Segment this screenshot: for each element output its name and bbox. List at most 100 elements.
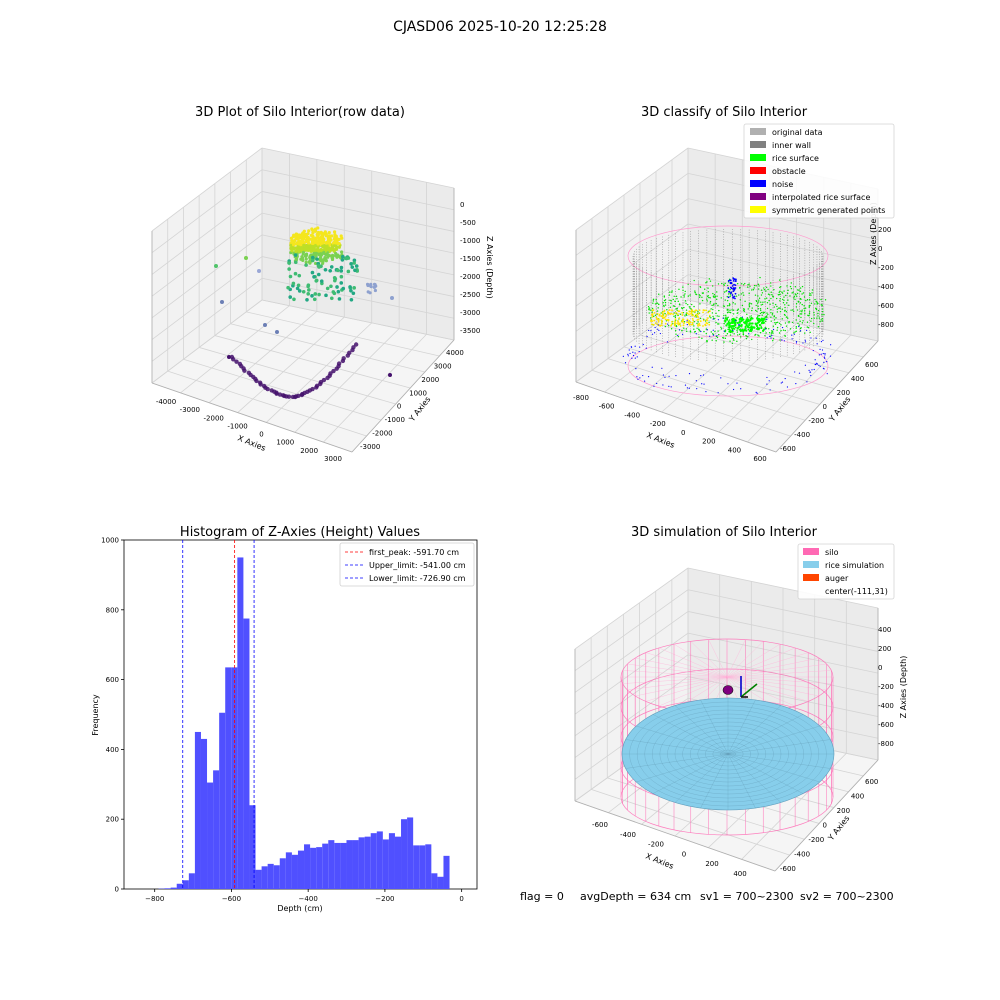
symmetric-point <box>696 324 699 326</box>
histogram-bar <box>340 842 347 889</box>
raw-point <box>335 255 339 259</box>
symmetric-point <box>661 311 664 314</box>
rice-surface-point <box>685 330 688 332</box>
raw-point <box>372 282 377 286</box>
symmetric-point <box>688 313 690 316</box>
histogram-bar <box>279 858 286 889</box>
x-tick-label: −200 <box>375 895 394 903</box>
rice-mesh-line <box>727 725 820 755</box>
noise-point <box>771 335 773 337</box>
legend-swatch <box>803 574 819 581</box>
legend-swatch <box>750 154 766 161</box>
noise-point <box>824 353 826 355</box>
y-tick-label: 1000 <box>409 389 427 397</box>
noise-point <box>700 375 702 377</box>
noise-point <box>638 350 640 353</box>
rice-surface-point <box>785 294 787 297</box>
symmetric-point <box>681 311 684 314</box>
silo-spoke <box>635 676 728 697</box>
raw-point <box>231 357 236 362</box>
noise-point <box>808 369 810 371</box>
rice-surface-point <box>648 312 650 314</box>
noise-point <box>812 349 814 352</box>
center-marker <box>722 685 734 695</box>
rice-surface-point <box>773 288 775 291</box>
raw-point <box>317 252 321 256</box>
noise-point <box>781 326 784 329</box>
grid-line <box>575 198 689 281</box>
rice-surface-point <box>713 303 715 305</box>
rice-surface-point <box>775 317 777 319</box>
rice-surface-point <box>687 303 689 306</box>
raw-point <box>321 261 325 265</box>
rice-surface-point <box>802 320 804 322</box>
rice-surface-point <box>813 314 815 316</box>
noise-point <box>816 343 818 345</box>
histogram-bar <box>182 880 189 889</box>
rice-surface-point <box>736 340 738 343</box>
rice-surface-point <box>698 329 700 331</box>
rice-surface-point <box>712 308 714 311</box>
rice-surface-point <box>784 309 786 312</box>
symmetric-point <box>652 309 655 311</box>
symmetric-point <box>678 310 681 313</box>
rice-surface-point <box>763 318 766 321</box>
auger-axis-y <box>740 683 758 698</box>
raw-point <box>334 244 338 248</box>
raw-point <box>310 386 315 392</box>
noise-point <box>732 388 735 391</box>
rice-surface-point <box>705 282 707 284</box>
y-tick-label: 400 <box>851 793 864 801</box>
rice-surface-point <box>693 320 696 323</box>
histogram-bar <box>249 805 256 889</box>
noise-point <box>781 381 784 383</box>
rice-surface-point <box>784 304 786 306</box>
grid-line <box>632 311 743 403</box>
rice-surface-point <box>784 335 787 337</box>
rice-surface-point <box>668 294 671 296</box>
raw-point <box>343 256 348 261</box>
raw-point <box>292 297 296 302</box>
symmetric-point <box>683 322 685 325</box>
rice-surface-point <box>759 312 762 315</box>
rice-surface-point <box>669 299 671 301</box>
raw-point <box>258 382 263 387</box>
rice-mesh-line <box>674 705 729 755</box>
rice-surface-point <box>688 306 691 308</box>
histogram-bar <box>255 869 262 889</box>
rice-surface-point <box>804 313 806 315</box>
legend-label: symmetric generated points <box>772 206 885 215</box>
rice-surface-point <box>679 313 682 315</box>
rice-surface-point <box>683 327 685 329</box>
noise-point <box>820 341 823 343</box>
rice-surface-point <box>727 326 730 328</box>
noise-point <box>815 363 817 366</box>
noise-point <box>686 387 689 389</box>
raw-point <box>335 285 339 289</box>
raw-point <box>316 242 320 246</box>
grid-line <box>261 299 455 341</box>
grid-line <box>575 173 689 256</box>
symmetric-point <box>670 324 672 327</box>
x-tick-label: 200 <box>705 860 718 868</box>
rice-surface-point <box>781 308 784 310</box>
noise-point <box>681 333 684 335</box>
rice-surface-point <box>741 326 743 328</box>
histogram-bar <box>382 839 389 889</box>
noise-point <box>727 287 730 289</box>
rice-surface-point <box>716 291 718 293</box>
rice-surface-point <box>788 322 790 324</box>
rice-surface-point <box>768 328 770 330</box>
rice-surface-point <box>652 298 655 301</box>
noise-point <box>810 337 812 339</box>
silo-spoke <box>622 670 728 678</box>
raw-point <box>328 240 332 244</box>
rice-surface-point <box>732 338 735 340</box>
legend-label: Lower_limit: -726.90 cm <box>369 574 466 583</box>
rice-surface-point <box>706 298 708 300</box>
rice-surface-point <box>695 293 698 296</box>
grid-line <box>230 323 425 373</box>
noise-point <box>732 279 735 282</box>
raw-point <box>291 281 296 286</box>
rice-surface-point <box>675 308 677 310</box>
